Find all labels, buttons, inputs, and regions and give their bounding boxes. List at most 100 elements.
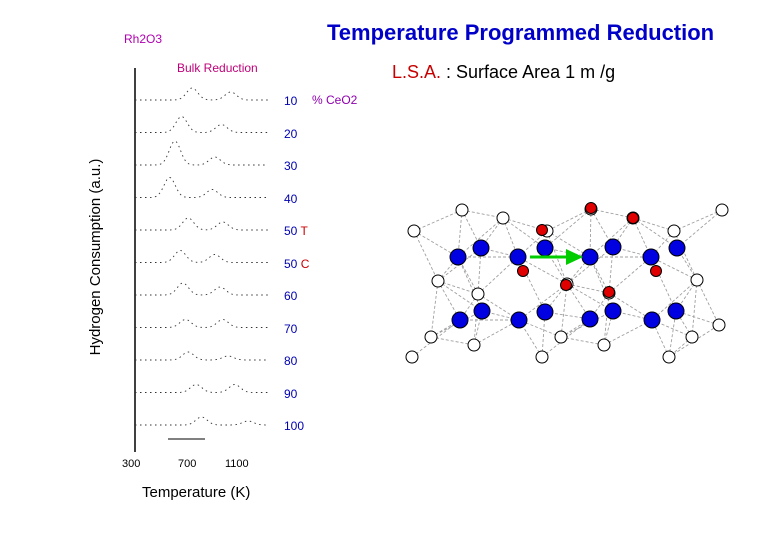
blue-atom xyxy=(604,238,622,256)
series-label-value: 20 xyxy=(284,126,298,141)
lattice-bond xyxy=(517,256,568,285)
lattice-bond xyxy=(437,280,479,295)
series-label: 90 xyxy=(284,387,297,401)
red-atom xyxy=(560,279,572,291)
lattice-bond xyxy=(461,209,504,219)
subtitle-prefix: L.S.A. xyxy=(392,62,442,82)
lattice-bond xyxy=(502,217,546,249)
red-atom xyxy=(603,286,615,298)
series-label: 30 xyxy=(284,159,297,173)
lattice-bond xyxy=(590,208,634,219)
lattice-bond xyxy=(560,336,605,346)
series-label: 20 xyxy=(284,127,297,141)
blue-atom xyxy=(510,311,528,329)
lattice-bond xyxy=(608,256,652,294)
lattice-bond xyxy=(676,209,723,249)
white-atom xyxy=(554,330,568,344)
blue-atom xyxy=(604,302,622,320)
white-atom xyxy=(496,211,510,225)
blue-atom xyxy=(509,248,527,266)
lattice-bond xyxy=(502,217,548,232)
lattice-bond xyxy=(668,310,677,358)
white-atom xyxy=(467,338,481,352)
series-label-value: 40 xyxy=(284,191,298,206)
lattice-bond xyxy=(430,310,483,338)
blue-atom xyxy=(668,239,686,257)
series-label-value: 90 xyxy=(284,386,298,401)
series-label-suffix: C xyxy=(297,256,310,271)
lattice-bond xyxy=(430,336,475,346)
lattice-bond xyxy=(603,292,610,346)
series-label-value: 50 xyxy=(284,256,298,271)
white-atom xyxy=(535,350,549,364)
x-axis-label: Temperature (K) xyxy=(142,484,251,501)
corner-label: Rh2O3 xyxy=(124,32,163,46)
series-label: 100 xyxy=(284,419,304,433)
blue-atom xyxy=(536,239,554,257)
lattice-bond xyxy=(546,230,568,285)
lattice-bond xyxy=(473,319,520,346)
series-label-value: 30 xyxy=(284,159,298,173)
series-line xyxy=(135,351,268,361)
series-label-value: 60 xyxy=(284,289,298,303)
lattice-bond xyxy=(473,293,479,346)
white-atom xyxy=(424,330,438,344)
lattice-bond xyxy=(477,256,519,295)
lattice-bond xyxy=(651,279,698,321)
blue-atom xyxy=(643,311,661,329)
lattice-bond xyxy=(544,208,592,249)
lattice-bond xyxy=(566,283,610,294)
x-tick-label: 300 xyxy=(122,458,141,470)
lattice-bond xyxy=(673,209,723,232)
white-atom xyxy=(405,350,419,364)
series-line xyxy=(135,416,268,426)
series-line xyxy=(135,177,268,198)
lattice-bond xyxy=(651,319,670,358)
series-label: 80 xyxy=(284,354,297,368)
white-atom xyxy=(685,330,699,344)
lattice-bond xyxy=(546,208,592,232)
lattice-bond xyxy=(632,217,675,232)
white-atom xyxy=(715,203,729,217)
red-atom xyxy=(627,212,639,224)
lattice-bond xyxy=(560,283,568,338)
white-atom xyxy=(455,203,469,217)
white-atom xyxy=(471,287,485,301)
lattice-bond xyxy=(566,283,614,312)
ceo2-label: % CeO2 xyxy=(312,93,358,107)
series-label-value: 80 xyxy=(284,354,298,368)
series-line xyxy=(135,217,268,231)
lattice-bond xyxy=(673,230,698,281)
blue-atom xyxy=(536,303,554,321)
migration-arrow-head xyxy=(566,249,583,265)
lattice-bond xyxy=(650,256,677,312)
series-label-value: 70 xyxy=(284,321,298,336)
x-tick-label: 700 xyxy=(178,458,197,470)
series-label: 40 xyxy=(284,192,297,206)
lattice-bond xyxy=(518,283,568,321)
blue-atom xyxy=(473,302,491,320)
series-line xyxy=(135,250,268,263)
blue-atom xyxy=(449,248,467,266)
lattice-bond xyxy=(696,279,720,326)
series-line xyxy=(135,116,268,133)
series-line xyxy=(135,282,268,296)
lattice-bond xyxy=(413,230,439,282)
white-atom xyxy=(667,224,681,238)
lattice-bond xyxy=(457,209,463,258)
white-atom xyxy=(431,274,445,288)
lattice-bond xyxy=(632,217,678,249)
subtitle: L.S.A. : Surface Area 1 m /g xyxy=(392,62,615,83)
lattice-bond xyxy=(413,230,459,258)
x-tick-label: 1100 xyxy=(225,458,249,470)
white-atom xyxy=(597,338,611,352)
white-atom xyxy=(690,273,704,287)
lattice-bond xyxy=(608,246,614,294)
series-label-value: 100 xyxy=(284,419,305,433)
lattice-bond xyxy=(437,280,483,312)
page-title: Temperature Programmed Reduction xyxy=(327,20,715,45)
blue-atom xyxy=(642,248,660,266)
lattice-bond xyxy=(603,319,653,346)
